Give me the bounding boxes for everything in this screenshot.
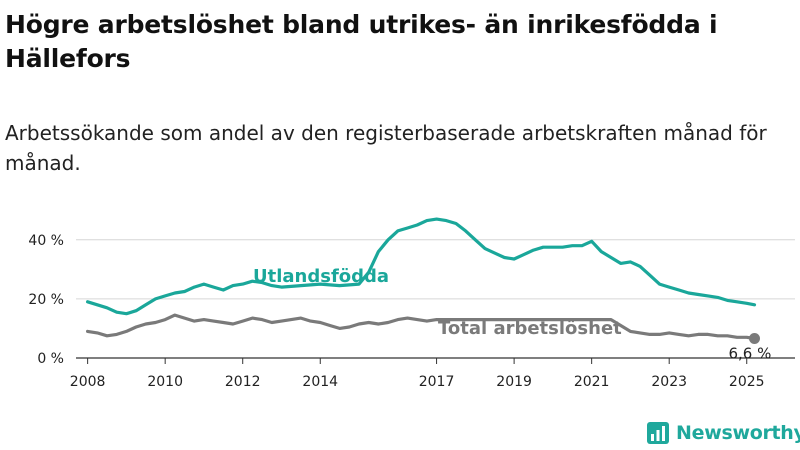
- end-value-label: 6,6 %: [728, 344, 771, 362]
- x-tick-label: 2017: [419, 374, 455, 390]
- x-tick-label: 2021: [574, 374, 610, 390]
- y-tick-label: 0 %: [37, 351, 64, 367]
- chart-subtitle: Arbetssökande som andel av den registerb…: [5, 121, 767, 175]
- x-tick-label: 2023: [651, 374, 687, 390]
- chart-title: Högre arbetslöshet bland utrikes- än inr…: [5, 10, 718, 73]
- x-tick-label: 2012: [225, 374, 261, 390]
- x-tick-label: 2019: [496, 374, 532, 390]
- series-lines: [86, 217, 757, 341]
- gridlines: 0 % 20 % 40 %: [28, 233, 795, 367]
- series-line-total: [86, 313, 757, 341]
- end-marker: 6,6 %: [728, 332, 771, 362]
- series-label-total: Total arbetslöshet: [438, 318, 622, 339]
- x-tick-label: 2008: [70, 374, 106, 390]
- newsworthy-logo-icon: [647, 422, 669, 444]
- newsworthy-logo: Newsworthy: [646, 420, 800, 446]
- x-axis: 2008 2010 2012 2014 2017 2019 2021 2023 2025: [70, 358, 765, 390]
- newsworthy-logo-text: Newsworthy: [676, 422, 800, 444]
- end-point: [748, 332, 760, 344]
- series-line-foreign-born: [86, 217, 757, 316]
- x-tick-label: 2010: [147, 374, 183, 390]
- y-tick-label: 40 %: [28, 233, 64, 249]
- y-tick-label: 20 %: [28, 292, 64, 308]
- x-tick-label: 2014: [302, 374, 338, 390]
- series-labels: Utlandsfödda Total arbetslöshet: [253, 266, 622, 339]
- series-label-foreign-born: Utlandsfödda: [253, 266, 389, 287]
- x-tick-label: 2025: [729, 374, 765, 390]
